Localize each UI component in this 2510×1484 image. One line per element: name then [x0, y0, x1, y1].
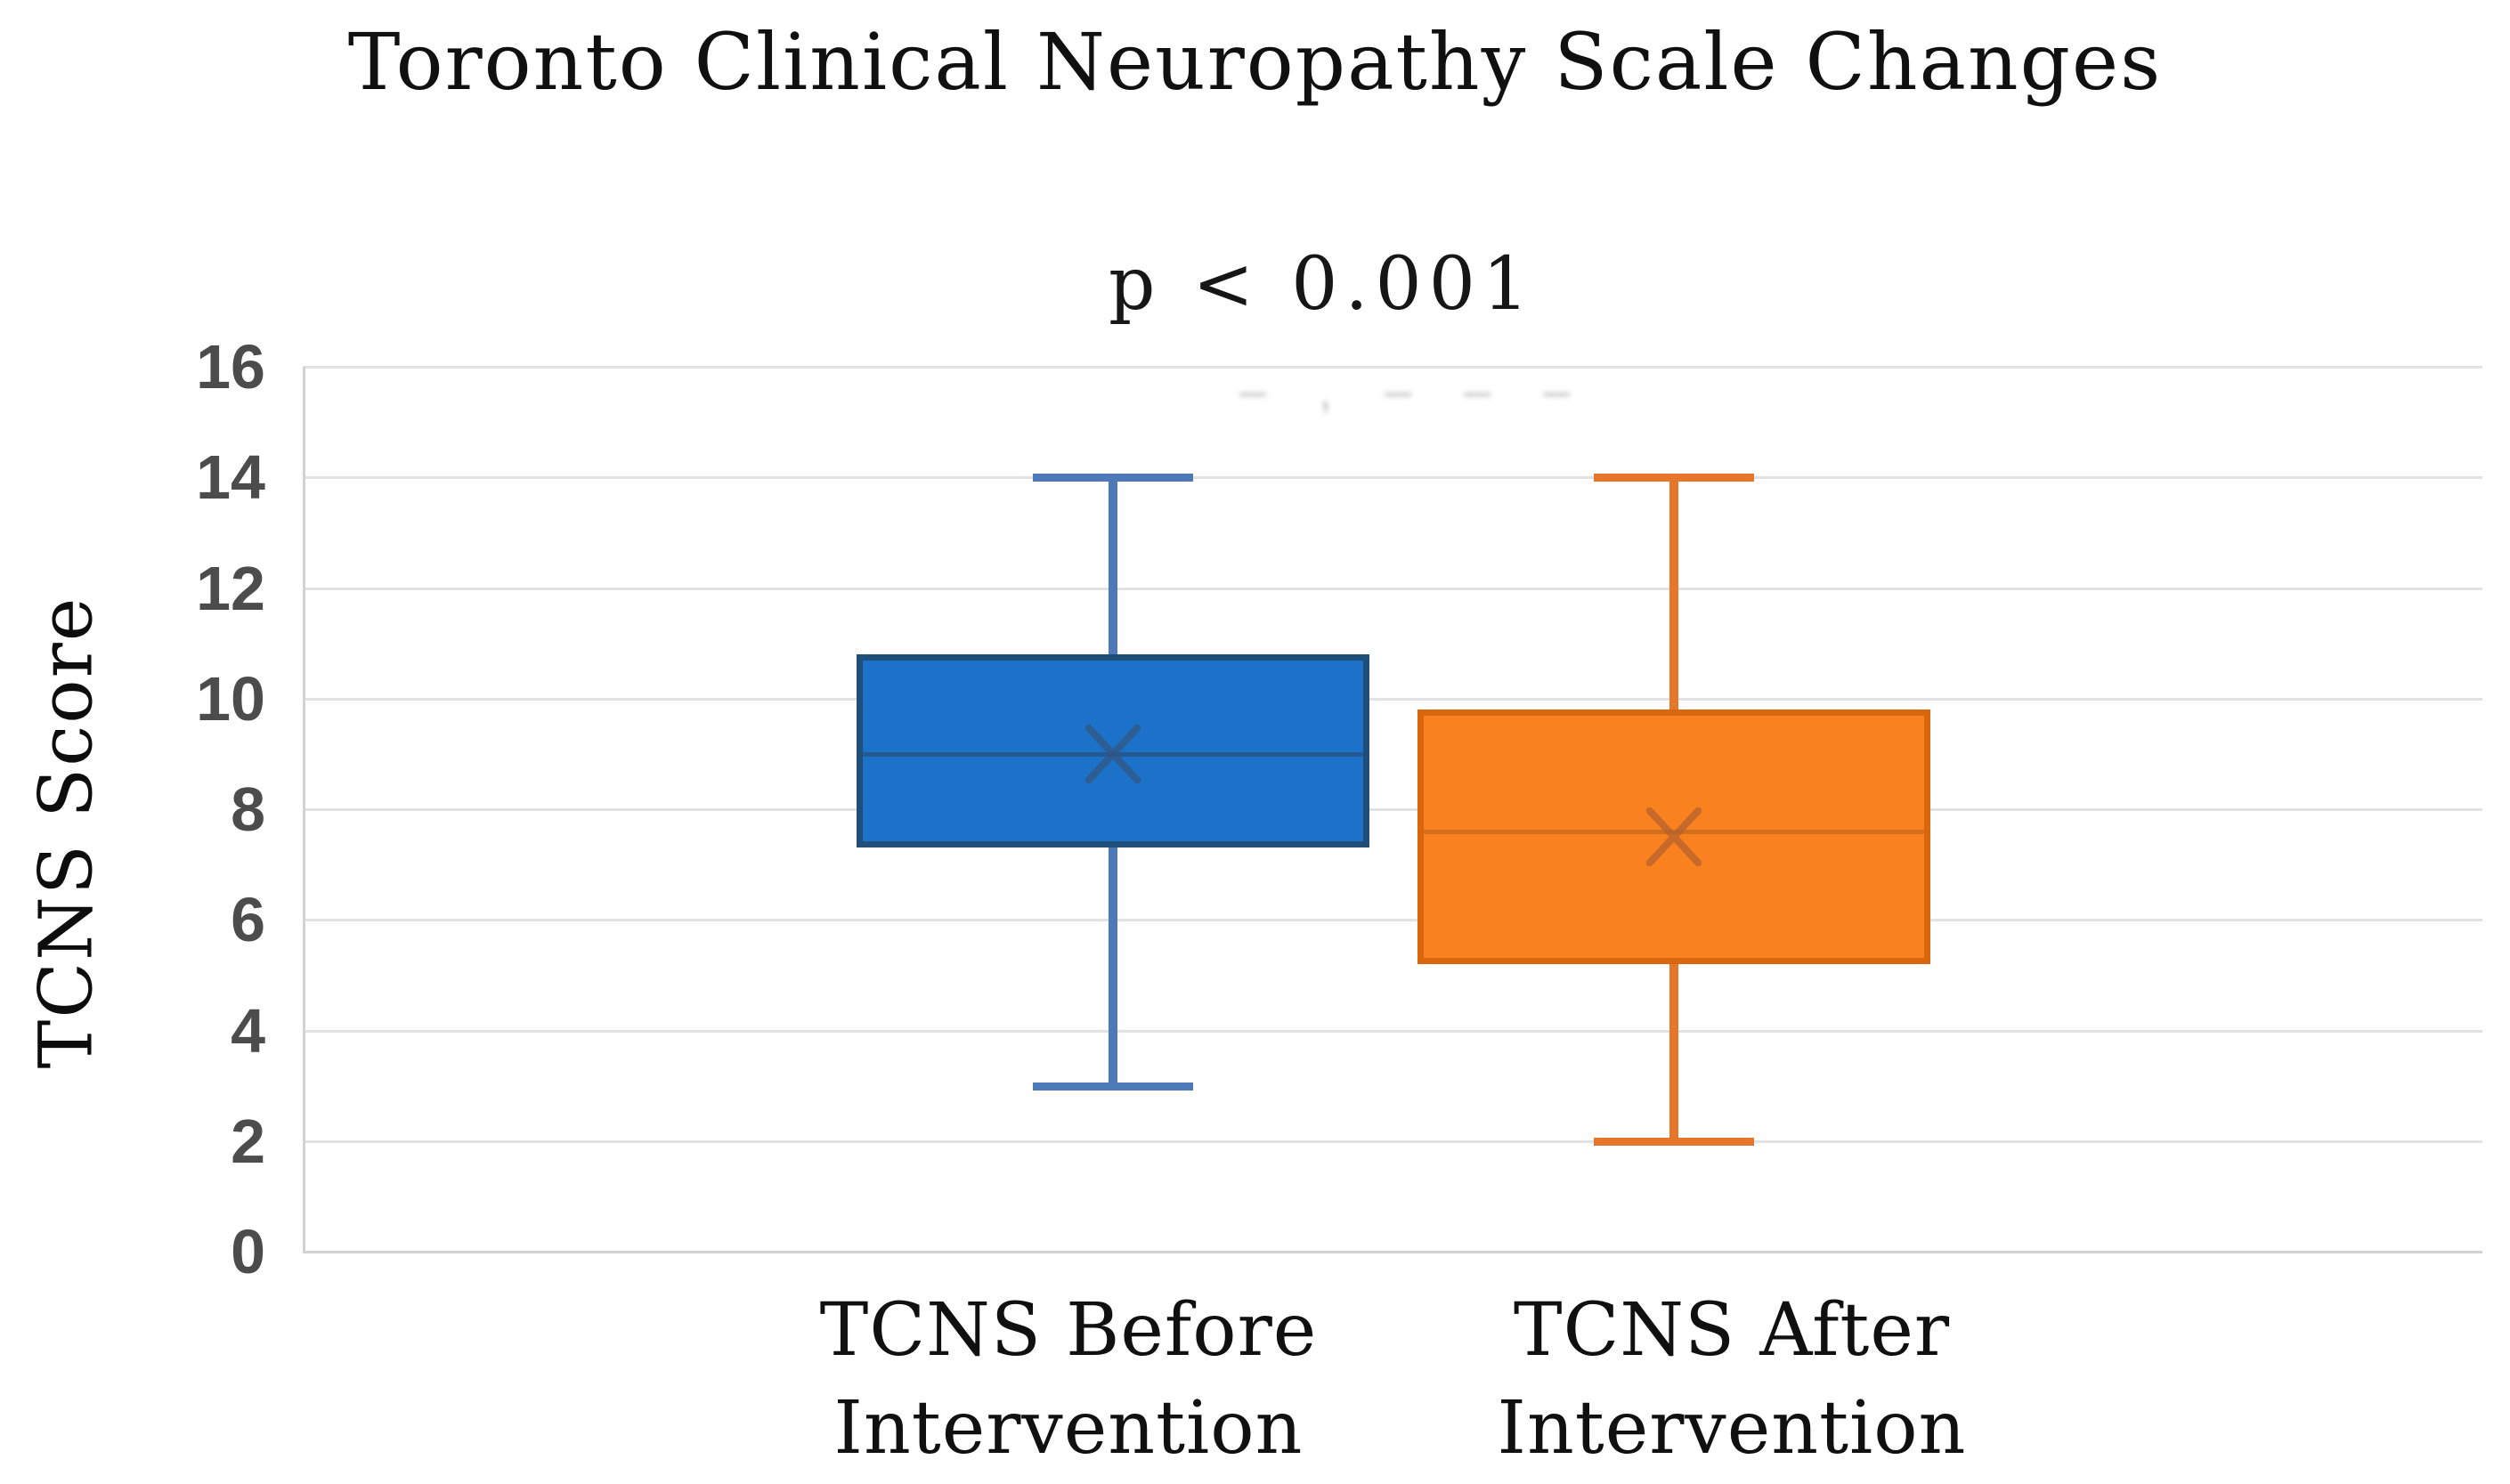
upper-whisker-cap-after	[1594, 474, 1754, 483]
x-category-label-line: TCNS After	[1513, 1288, 1951, 1373]
lower-whisker-after	[1669, 963, 1678, 1141]
y-axis-line	[303, 367, 305, 1252]
y-gridline	[303, 587, 2482, 590]
upper-whisker-after	[1669, 477, 1678, 710]
mean-x-marker-before	[1074, 715, 1152, 793]
y-tick-label: 0	[231, 1217, 265, 1286]
y-gridline	[303, 1139, 2482, 1143]
box-before	[857, 654, 1369, 848]
y-tick-label: 4	[231, 995, 265, 1066]
x-category-label-after: TCNS After Intervention	[1367, 1282, 2097, 1478]
y-gridline	[303, 919, 2482, 922]
y-gridline	[303, 476, 2482, 480]
y-gridline	[303, 1251, 2482, 1253]
x-category-label-line: TCNS Before	[819, 1288, 1318, 1373]
y-gridline	[303, 808, 2482, 811]
mean-x-marker-after	[1635, 798, 1713, 876]
y-tick-label: 6	[231, 885, 265, 955]
y-tick-label: 16	[196, 332, 265, 401]
x-category-label-line: Intervention	[1497, 1386, 1967, 1471]
y-gridline	[303, 366, 2482, 369]
p-value-annotation: p < 0.001	[1108, 242, 1537, 327]
chart-title: Toronto Clinical Neuropathy Scale Change…	[347, 16, 2163, 108]
faded-erased-annotation: ‒ , ‒ ‒ ‒	[1239, 364, 1590, 418]
lower-whisker-cap-after	[1594, 1137, 1754, 1146]
upper-whisker-before	[1109, 477, 1117, 655]
lower-whisker-cap-before	[1033, 1082, 1193, 1091]
y-tick-label: 14	[196, 442, 265, 513]
lower-whisker-before	[1109, 847, 1117, 1086]
x-category-label-line: Intervention	[833, 1386, 1304, 1471]
x-category-label-before: TCNS Before Intervention	[703, 1282, 1434, 1478]
y-gridline	[303, 697, 2482, 701]
y-tick-label: 8	[231, 774, 265, 844]
y-tick-label: 12	[196, 553, 265, 623]
y-gridline	[303, 1029, 2482, 1033]
y-tick-label: 2	[231, 1106, 265, 1176]
upper-whisker-cap-before	[1033, 474, 1193, 483]
y-tick-label: 10	[196, 663, 265, 734]
